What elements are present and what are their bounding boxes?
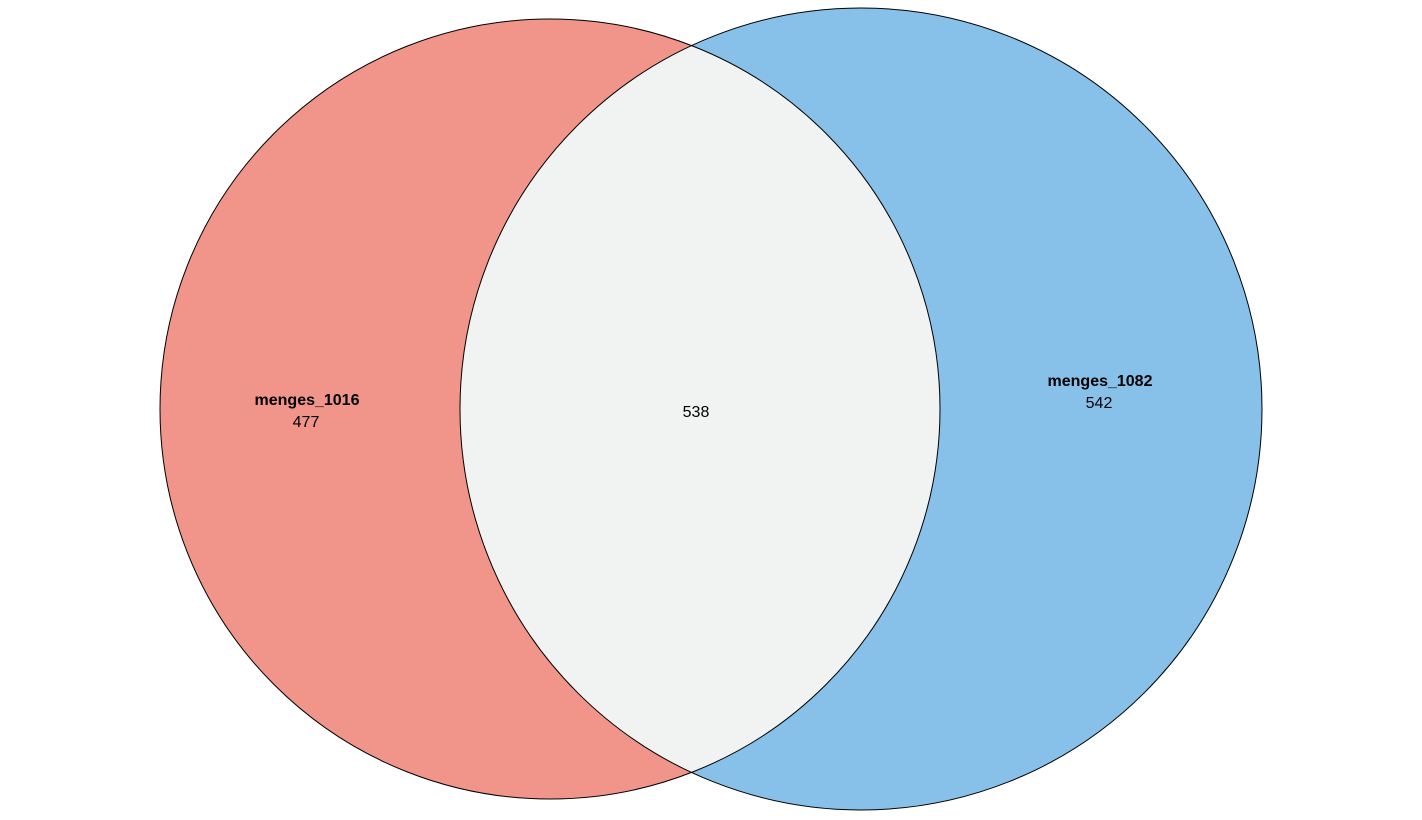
set-label-menges-1016: menges_1016 xyxy=(255,392,360,409)
intersection-region xyxy=(460,19,940,799)
set-outline-menges-1082 xyxy=(459,7,1263,811)
intersection-count: 538 xyxy=(683,404,710,421)
set-count-menges-1016: 477 xyxy=(293,414,320,431)
set-outline-menges-1016 xyxy=(159,18,941,800)
set-label-menges-1082: menges_1082 xyxy=(1048,373,1153,390)
set-count-menges-1082: 542 xyxy=(1086,395,1113,412)
